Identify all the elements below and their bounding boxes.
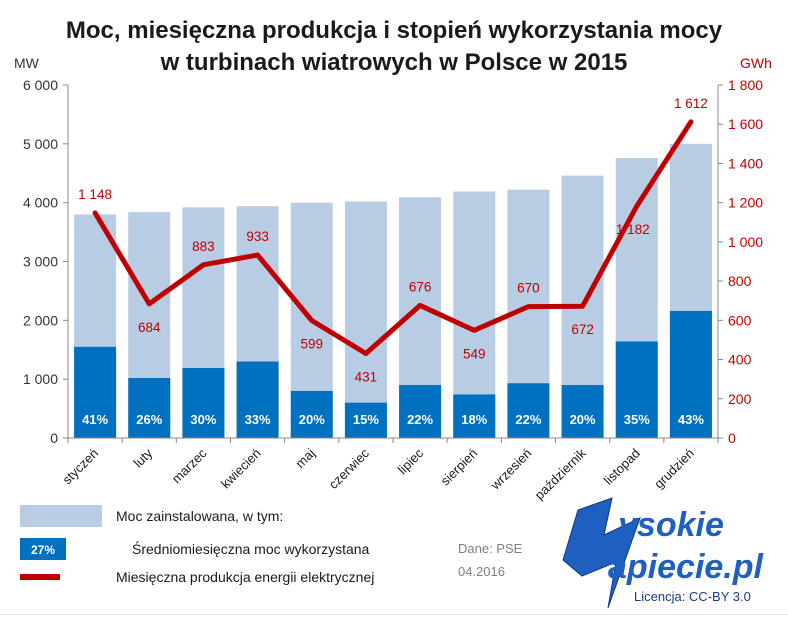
brand-line1: ysokie xyxy=(616,506,724,544)
utilization-label: 41% xyxy=(82,412,108,427)
legend-label-used: Średniomiesięczna moc wykorzystana xyxy=(132,540,370,557)
utilization-label: 30% xyxy=(190,412,216,427)
category-label: lipiec xyxy=(395,445,427,477)
used-capacity-bar xyxy=(507,383,550,438)
production-value-label: 1 182 xyxy=(616,222,650,237)
right-tick-label: 400 xyxy=(728,352,752,368)
utilization-label: 15% xyxy=(353,412,379,427)
source-line2: 04.2016 xyxy=(458,564,505,579)
right-tick-label: 200 xyxy=(728,391,752,407)
category-label: listopad xyxy=(601,446,643,488)
right-tick-label: 800 xyxy=(728,273,752,289)
left-tick-label: 6 000 xyxy=(23,77,58,93)
utilization-label: 20% xyxy=(299,412,325,427)
legend-label-production: Miesięczna produkcja energii elektryczne… xyxy=(116,569,374,585)
used-capacity-bar xyxy=(399,385,442,438)
left-tick-label: 0 xyxy=(50,430,58,446)
right-axis-ticks: 1 800 1 600 1 400 1 200 1 000 800 600 400 200 0 xyxy=(718,77,763,446)
chart-title-line1: Moc, miesięczna produkcja i stopień wyko… xyxy=(66,17,723,44)
used-capacity-bar xyxy=(74,346,117,438)
left-tick-label: 5 000 xyxy=(23,136,58,152)
utilization-label: 20% xyxy=(570,412,596,427)
left-tick-label: 1 000 xyxy=(23,371,58,387)
used-capacity-bar xyxy=(615,341,658,438)
production-value-label: 599 xyxy=(300,337,323,352)
legend: Moc zainstalowana, w tym: 27% Średniomie… xyxy=(20,505,374,585)
category-label: październik xyxy=(532,445,589,502)
production-value-label: 676 xyxy=(409,279,432,294)
right-axis-unit: GWh xyxy=(740,55,772,71)
used-capacity-bar xyxy=(128,377,171,438)
category-label: grudzień xyxy=(651,446,697,492)
legend-swatch-used xyxy=(20,538,66,560)
used-capacity-bar xyxy=(561,385,604,438)
legend-swatch-installed xyxy=(20,505,102,527)
used-capacity-bar xyxy=(344,402,387,438)
category-label: wrzesień xyxy=(487,446,535,494)
right-tick-label: 1 600 xyxy=(728,116,763,132)
used-capacity-bar xyxy=(236,361,279,438)
category-label: marzec xyxy=(169,445,210,486)
utilization-label: 43% xyxy=(678,412,704,427)
right-tick-label: 1 400 xyxy=(728,155,763,171)
production-value-label: 933 xyxy=(246,229,269,244)
legend-sample-pct: 27% xyxy=(31,543,55,557)
used-capacity-bar xyxy=(453,394,496,438)
category-label: czerwiec xyxy=(326,445,373,492)
brand-logo: ysokie apiecie.pl Licencja: CC-BY 3.0 xyxy=(562,497,765,609)
source-line1: Dane: PSE xyxy=(458,541,523,556)
left-axis-ticks: 6 000 5 000 4 000 3 000 2 000 1 000 0 xyxy=(23,77,68,446)
utilization-label: 33% xyxy=(245,412,271,427)
utilization-label: 18% xyxy=(461,412,487,427)
right-tick-label: 600 xyxy=(728,312,752,328)
production-value-label: 684 xyxy=(138,320,161,335)
utilization-label: 35% xyxy=(624,412,650,427)
right-tick-label: 1 800 xyxy=(728,77,763,93)
production-line-group: 1 148 684 883 933 599 431 676 549 670 672 1 182 1 6… xyxy=(78,96,708,385)
legend-label-installed: Moc zainstalowana, w tym: xyxy=(116,508,283,524)
axes-group xyxy=(67,85,719,443)
category-label: kwiecień xyxy=(218,446,264,492)
right-tick-label: 1 000 xyxy=(728,234,763,250)
installed-capacity-bar xyxy=(344,201,387,438)
production-line xyxy=(92,119,694,356)
brand-line2: apiecie.pl xyxy=(608,548,765,586)
production-value-label: 1 612 xyxy=(674,96,708,111)
utilization-label: 22% xyxy=(407,412,433,427)
chart-title-line2: w turbinach wiatrowych w Polsce w 2015 xyxy=(160,49,628,76)
lightning-bolt-icon xyxy=(562,497,641,609)
category-labels: styczeń luty marzec kwiecień maj czerwiec lipi… xyxy=(59,445,697,502)
production-value-label: 549 xyxy=(463,346,486,361)
production-value-label: 1 148 xyxy=(78,187,112,202)
category-label: maj xyxy=(292,445,317,470)
left-tick-label: 2 000 xyxy=(23,312,58,328)
production-value-label: 883 xyxy=(192,239,215,254)
left-axis-unit: MW xyxy=(14,55,40,71)
left-tick-label: 4 000 xyxy=(23,195,58,211)
utilization-label: 22% xyxy=(515,412,541,427)
production-value-label: 431 xyxy=(355,369,378,384)
utilization-label: 26% xyxy=(136,412,162,427)
production-value-label: 670 xyxy=(517,281,540,296)
right-tick-label: 0 xyxy=(728,430,736,446)
right-tick-label: 1 200 xyxy=(728,195,763,211)
used-capacity-bar xyxy=(669,310,712,438)
legend-swatch-production xyxy=(20,574,60,580)
category-label: styczeń xyxy=(59,446,101,488)
production-value-label: 672 xyxy=(571,322,594,337)
license-text: Licencja: CC-BY 3.0 xyxy=(634,589,751,604)
left-tick-label: 3 000 xyxy=(23,254,58,270)
category-label: luty xyxy=(130,445,155,470)
category-label: sierpień xyxy=(438,446,481,489)
used-capacity-bar xyxy=(290,390,333,438)
used-capacity-bar xyxy=(182,367,225,438)
